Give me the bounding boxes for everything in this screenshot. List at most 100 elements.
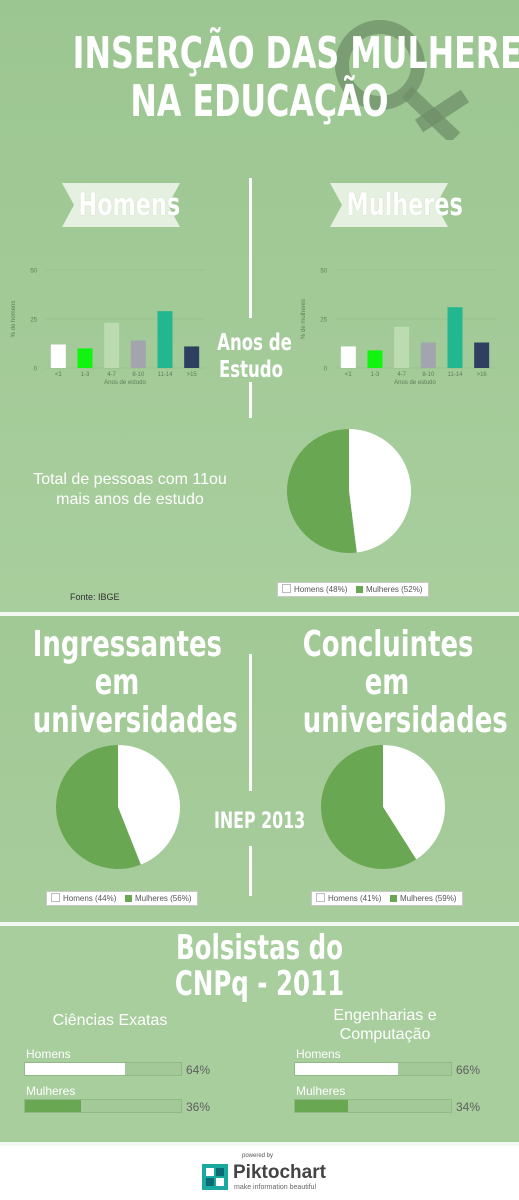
pie-slice-1	[56, 745, 141, 869]
legend-label: Mulheres (59%)	[400, 894, 457, 903]
exatas-homens-label: Homens	[26, 1047, 71, 1061]
concluintes-title: Concluintes em universidades	[302, 624, 508, 741]
engenharias-heading: Engenharias e Computação	[295, 1006, 475, 1044]
legend-swatch-green	[125, 895, 132, 902]
exatas-mulheres-bar	[25, 1100, 82, 1112]
x-axis-label: Anos de estudo	[104, 380, 146, 386]
section-anos-estudo	[0, 0, 519, 612]
bar->16	[474, 342, 490, 368]
x-tick-label: 4-7	[397, 372, 406, 378]
divider-line-top	[249, 654, 252, 791]
ingressantes-line-3: universidades	[32, 700, 238, 741]
legend-swatch-green	[390, 895, 397, 902]
piktochart-logo-icon[interactable]	[202, 1164, 228, 1190]
ingressantes-pie-legend: Homens (44%) Mulheres (56%)	[46, 891, 198, 906]
anos-estudo-line-1: Anos de	[217, 330, 292, 356]
bar-<1	[50, 344, 66, 368]
section-separator	[0, 612, 519, 616]
bar-1-3	[77, 348, 93, 368]
powered-by-label: powered by	[242, 1153, 274, 1159]
concluintes-pie-legend: Homens (41%) Mulheres (59%)	[311, 891, 463, 906]
exatas-mulheres-label: Mulheres	[26, 1084, 76, 1098]
x-tick-label: 11-14	[448, 372, 464, 378]
footer	[0, 1146, 519, 1200]
engenharias-homens-value: 66%	[456, 1063, 481, 1077]
legend-label: Mulheres (56%)	[135, 894, 192, 903]
x-axis-label: Anos de estudo	[394, 380, 436, 386]
anos-estudo-line-2: Estudo	[218, 357, 284, 383]
homens-bar-chart: 0 25 50 <1 1-3 4-7 8-10 11-14 >15 Anos de estudo%…	[11, 269, 205, 386]
concluintes-pie-chart	[320, 745, 445, 869]
engenharias-homens-bar	[295, 1063, 398, 1075]
legend-item-mulheres: Mulheres (52%)	[356, 584, 422, 595]
legend-swatch-green	[356, 586, 363, 593]
legend-item-homens: Homens (41%)	[316, 893, 381, 904]
homens-banner-label: Homens	[78, 187, 181, 223]
legend-label: Mulheres (52%)	[366, 585, 423, 594]
ingressantes-line-2: em	[94, 662, 140, 703]
bar-1-3	[367, 350, 383, 368]
title-line-1: INSERÇÃO DAS MULHERES	[72, 28, 519, 79]
exatas-mulheres-track	[24, 1099, 182, 1113]
bar-8-10	[420, 342, 436, 368]
concluintes-line-3: universidades	[302, 700, 508, 741]
x-tick-label: 8-10	[132, 372, 145, 378]
y-tick-label: 0	[324, 367, 328, 373]
engenharias-line-1: Engenharias e	[333, 1007, 437, 1024]
legend-label: Homens (48%)	[294, 585, 348, 594]
bar-4-7	[394, 326, 410, 368]
bolsistas-title: Bolsistas do CNPq - 2011	[73, 930, 447, 1002]
x-tick-label: 4-7	[107, 372, 116, 378]
title-line-2: NA EDUCAÇÃO	[130, 76, 389, 127]
bar-4-7	[104, 322, 120, 368]
mulheres-banner-label: Mulheres	[346, 187, 463, 223]
legend-item-homens: Homens (48%)	[282, 584, 347, 595]
legend-swatch-white	[316, 893, 325, 902]
concluintes-line-1: Concluintes	[302, 624, 474, 665]
y-axis-label: % de mulheres	[301, 299, 307, 339]
banner-shape	[62, 183, 180, 227]
ingressantes-title: Ingressantes em universidades	[32, 624, 238, 741]
bolsistas-line-1: Bolsistas do	[175, 928, 344, 968]
section-separator	[0, 922, 519, 926]
bar-8-10	[130, 340, 146, 368]
pie-slice-0	[383, 745, 445, 860]
total-pie-legend: Homens (48%) Mulheres (52%)	[277, 582, 429, 597]
bar-11-14	[447, 307, 463, 368]
exatas-homens-track	[24, 1062, 182, 1076]
exatas-mulheres-value: 36%	[186, 1100, 211, 1114]
bolsistas-line-2: CNPq - 2011	[174, 964, 345, 1004]
x-tick-label: 1-3	[371, 372, 380, 378]
bar-11-14	[157, 311, 173, 368]
legend-label: Homens (44%)	[63, 894, 117, 903]
total-pie-chart	[286, 429, 411, 553]
x-tick-label: >16	[477, 372, 488, 378]
ingressantes-pie-chart	[56, 745, 180, 869]
pie-slice-1	[320, 745, 417, 869]
legend-swatch-white	[51, 893, 60, 902]
engenharias-mulheres-track	[294, 1099, 452, 1113]
engenharias-homens-label: Homens	[296, 1047, 341, 1061]
legend-swatch-white	[282, 584, 291, 593]
y-tick-label: 50	[320, 269, 327, 275]
ingressantes-line-1: Ingressantes	[32, 624, 222, 665]
banner-shape	[330, 183, 448, 227]
y-axis-label: % de homens	[11, 301, 17, 338]
mulheres-bar-chart: 0 25 50 <1 1-3 4-7 8-10 11-14 >16 Anos de estudo%…	[301, 269, 495, 386]
engenharias-mulheres-value: 34%	[456, 1100, 481, 1114]
engenharias-mulheres-bar	[295, 1100, 349, 1112]
piktochart-brand[interactable]: Piktochart	[233, 1162, 326, 1183]
piktochart-tagline: make information beautiful	[234, 1184, 317, 1191]
bar->15	[184, 346, 200, 368]
engenharias-mulheres-label: Mulheres	[296, 1084, 346, 1098]
x-tick-label: 1-3	[81, 372, 90, 378]
exatas-heading: Ciências Exatas	[52, 1012, 168, 1029]
y-tick-label: 0	[34, 367, 38, 373]
engenharias-homens-track	[294, 1062, 452, 1076]
pie-slice-0	[118, 745, 180, 865]
bar-<1	[340, 346, 356, 368]
exatas-homens-value: 64%	[186, 1063, 211, 1077]
engenharias-line-2: Computação	[339, 1026, 431, 1043]
x-tick-label: 8-10	[422, 372, 435, 378]
